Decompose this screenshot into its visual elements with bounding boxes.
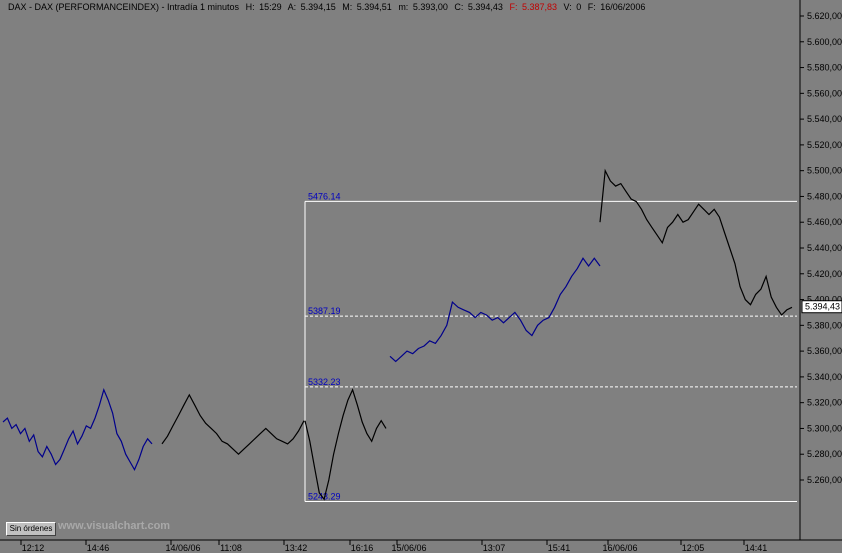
price-tick-label: 5.400,00 xyxy=(807,295,842,305)
price-tick-label: 5.480,00 xyxy=(807,191,842,201)
last-price-label: 5.394,43 xyxy=(805,302,840,312)
header-m2-label: m: xyxy=(398,2,408,12)
price-tick-label: 5.460,00 xyxy=(807,217,842,227)
header-a-value: 5.394,15 xyxy=(301,2,336,12)
plot-area xyxy=(0,0,800,540)
orders-button[interactable]: Sin órdenes xyxy=(6,522,56,536)
price-tick-label: 5.360,00 xyxy=(807,346,842,356)
time-tick-label: 12:05 xyxy=(682,543,705,553)
price-line-segment xyxy=(161,393,305,456)
fib-level-label: 5332.23 xyxy=(308,377,341,387)
time-tick-label: 12:12 xyxy=(22,543,45,553)
price-tick-label: 5.560,00 xyxy=(807,88,842,98)
price-line-segment xyxy=(599,168,793,316)
time-axis: 12:12 14:46 14/06/06 11:08 13:42 16:16 15/06/0… xyxy=(20,540,768,553)
header-a-label: A: xyxy=(288,2,297,12)
header-f-label: F: xyxy=(509,2,517,12)
time-tick-label: 15/06/06 xyxy=(391,543,426,553)
time-tick-label: 13:42 xyxy=(285,543,308,553)
price-line-segment xyxy=(389,257,601,363)
header-symbol: DAX - DAX (PERFORMANCEINDEX) - Intradía … xyxy=(8,2,240,12)
time-tick-label: 14:41 xyxy=(745,543,768,553)
price-line-segment xyxy=(304,388,387,501)
price-tick-label: 5.320,00 xyxy=(807,398,842,408)
price-tick-label: 5.280,00 xyxy=(807,449,842,459)
price-tick-label: 5.520,00 xyxy=(807,140,842,150)
header-f-value: 5.387,83 xyxy=(522,2,557,12)
header-m-label: M: xyxy=(342,2,352,12)
price-tick-label: 5.420,00 xyxy=(807,269,842,279)
header-v-value: 0 xyxy=(576,2,581,12)
chart-header: DAX - DAX (PERFORMANCEINDEX) - Intradía … xyxy=(8,2,645,12)
time-tick-label: 16:16 xyxy=(351,543,374,553)
header-c-value: 5.394,43 xyxy=(468,2,503,12)
price-tick-label: 5.500,00 xyxy=(807,166,842,176)
last-price-box xyxy=(801,300,842,314)
header-m2-value: 5.393,00 xyxy=(413,2,448,12)
price-tick-label: 5.260,00 xyxy=(807,475,842,485)
price-tick-label: 5.340,00 xyxy=(807,372,842,382)
header-m-value: 5.394,51 xyxy=(357,2,392,12)
price-axis: 5.620,00 5.600,00 5.580,00 5.560,00 5.540,00… xyxy=(800,11,842,485)
price-tick-label: 5.380,00 xyxy=(807,320,842,330)
time-tick-label: 11:08 xyxy=(220,543,242,553)
price-tick-label: 5.440,00 xyxy=(807,243,842,253)
header-date-value: 16/06/2006 xyxy=(600,2,645,12)
price-tick-label: 5.300,00 xyxy=(807,423,842,433)
time-tick-label: 14/06/06 xyxy=(165,543,200,553)
price-tick-label: 5.600,00 xyxy=(807,37,842,47)
last-price-marker: 5.394,43 xyxy=(801,300,842,314)
price-series xyxy=(2,168,793,501)
time-tick-label: 13:07 xyxy=(483,543,506,553)
watermark: www.visualchart.com xyxy=(58,520,171,532)
header-date-label: F: xyxy=(588,2,596,12)
fib-level-label: 5387.19 xyxy=(308,306,341,316)
header-h-value: 15:29 xyxy=(259,2,282,12)
header-c-label: C: xyxy=(454,2,463,12)
time-tick-label: 14:46 xyxy=(87,543,110,553)
price-line-segment xyxy=(2,388,153,472)
fib-level-label: 5476.14 xyxy=(308,191,341,201)
header-h-label: H: xyxy=(246,2,255,12)
price-tick-label: 5.540,00 xyxy=(807,114,842,124)
price-tick-label: 5.620,00 xyxy=(807,11,842,21)
header-v-label: V: xyxy=(564,2,572,12)
price-tick-label: 5.580,00 xyxy=(807,63,842,73)
time-tick-label: 15:41 xyxy=(548,543,571,553)
time-tick-label: 16/06/06 xyxy=(602,543,637,553)
